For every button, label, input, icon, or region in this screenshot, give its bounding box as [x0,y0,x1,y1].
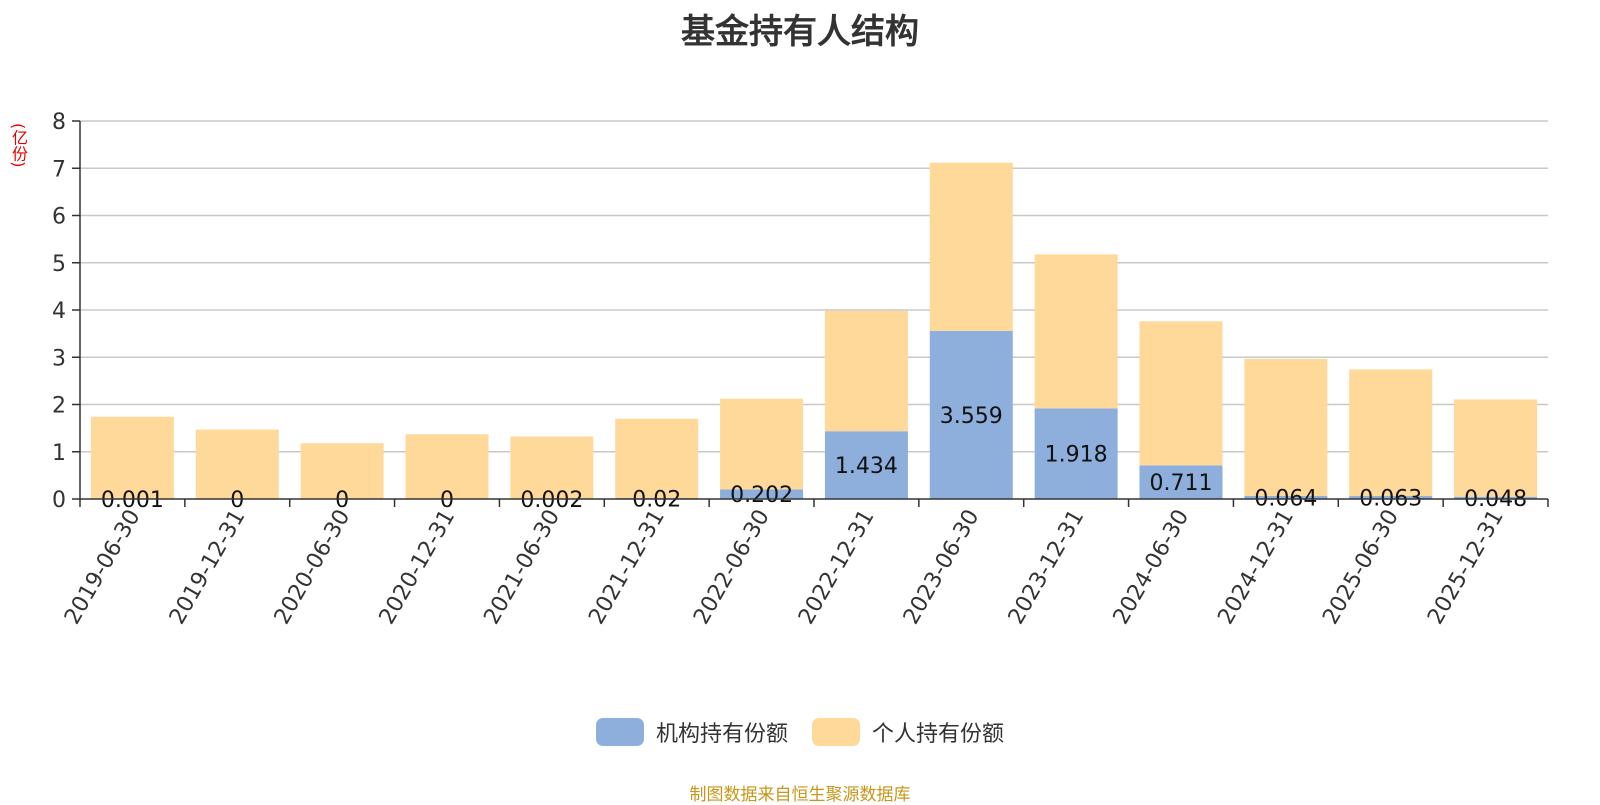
bar-individual [1244,359,1327,496]
legend-swatch-individual [812,718,860,746]
x-tick-label: 2024-06-30 [1109,506,1195,629]
data-label-institutional: 1.918 [1045,443,1108,468]
data-label-institutional: 0.001 [101,488,164,513]
x-tick-label: 2022-12-31 [794,506,880,629]
x-tick-label: 2024-12-31 [1213,506,1299,629]
x-tick-label: 2022-06-30 [689,506,775,629]
data-label-institutional: 0.02 [632,488,681,513]
x-tick-label: 2021-12-31 [584,506,670,629]
x-tick-label: 2019-06-30 [60,506,146,629]
x-tick-label: 2021-06-30 [479,506,565,629]
y-tick-label: 6 [52,205,66,230]
legend-swatch-institutional [596,718,644,746]
x-tick-label: 2025-12-31 [1423,506,1509,629]
bar-individual [1035,254,1118,408]
x-tick-label: 2023-06-30 [899,505,985,628]
x-tick-label: 2023-12-31 [1004,506,1090,629]
legend-item-institutional[interactable]: 机构持有份额 [596,716,788,748]
y-tick-label: 0 [52,488,66,513]
bar-individual [930,163,1013,331]
data-label-institutional: 0.002 [520,488,583,513]
legend-label-institutional: 机构持有份额 [656,716,788,748]
data-label-institutional: 3.559 [940,404,1003,429]
y-tick-label: 7 [52,157,66,182]
legend-label-individual: 个人持有份额 [872,716,1004,748]
bar-individual [825,311,908,431]
y-tick-label: 3 [52,346,66,371]
legend: 机构持有份额 个人持有份额 [0,716,1600,748]
x-tick-label: 2020-06-30 [270,506,356,629]
x-tick-label: 2020-12-31 [375,506,461,629]
bar-individual [720,399,803,490]
bar-individual [1349,369,1432,496]
x-tick-label: 2025-06-30 [1318,506,1404,629]
y-tick-label: 1 [52,441,66,466]
data-label-institutional: 0.711 [1150,471,1213,496]
bar-individual [615,419,698,498]
legend-item-individual[interactable]: 个人持有份额 [812,716,1004,748]
bar-individual [1454,399,1537,496]
y-tick-label: 2 [52,394,66,419]
bar-individual [1140,321,1223,465]
y-tick-label: 5 [52,252,66,277]
y-tick-label: 4 [52,299,66,324]
data-label-institutional: 1.434 [835,454,898,479]
x-tick-label: 2019-12-31 [165,506,251,629]
y-tick-label: 8 [52,110,66,135]
data-label-institutional: 0.202 [730,483,793,508]
source-note: 制图数据来自恒生聚源数据库 [0,780,1600,805]
bar-individual [91,417,174,499]
